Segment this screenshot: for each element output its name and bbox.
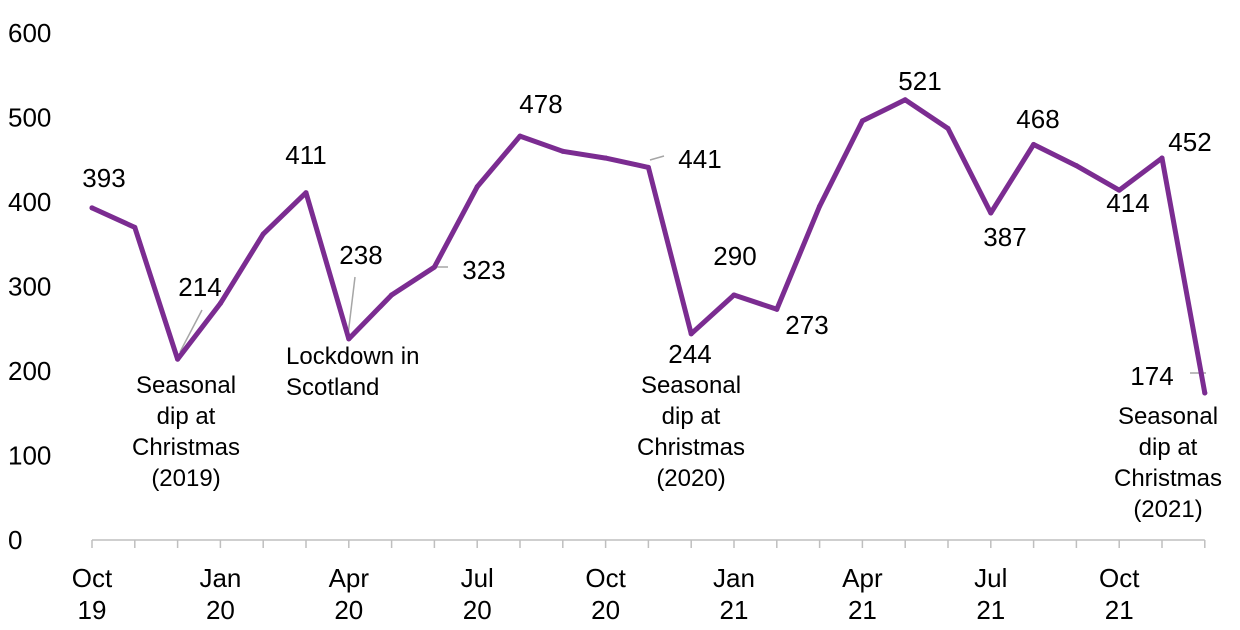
y-tick-label: 100 (8, 441, 51, 471)
leader-line (179, 309, 203, 353)
x-tick-label-year: 21 (720, 595, 749, 625)
data-point (859, 118, 865, 124)
data-point (389, 292, 395, 298)
y-tick-label: 600 (8, 18, 51, 48)
x-tick-label: Jan (199, 563, 241, 593)
data-label: 468 (1016, 104, 1059, 134)
x-tick-label-year: 21 (976, 595, 1005, 625)
data-point (517, 133, 523, 139)
series-layer (89, 97, 1208, 396)
y-tick-label: 0 (8, 525, 22, 555)
x-tick-label-year: 20 (591, 595, 620, 625)
data-point (645, 164, 651, 170)
data-point (774, 306, 780, 312)
data-label: 452 (1168, 127, 1211, 157)
annotation-line: (2021) (1133, 496, 1202, 523)
y-tick-label: 300 (8, 272, 51, 302)
x-tick-label-year: 20 (334, 595, 363, 625)
leader-line (347, 276, 356, 336)
annotation-line: Lockdown in (286, 343, 419, 370)
data-point (1073, 163, 1079, 169)
x-tick-label-year: 20 (463, 595, 492, 625)
data-point (1116, 187, 1122, 193)
annotation-line: dip at (157, 403, 216, 430)
data-label: 387 (983, 222, 1026, 252)
data-point (817, 203, 823, 209)
data-point (260, 231, 266, 237)
data-point (603, 155, 609, 161)
data-label: 478 (519, 89, 562, 119)
annotation-line: dip at (1139, 434, 1198, 461)
data-point (1031, 142, 1037, 148)
annotation-line: Seasonal (1118, 403, 1218, 430)
data-point (988, 210, 994, 216)
x-tick-label: Oct (585, 563, 626, 593)
data-label: 521 (898, 66, 941, 96)
x-axis: Oct19Jan20Apr20Jul20Oct20Jan21Apr21Jul21… (72, 539, 1206, 625)
x-tick-label: Apr (329, 563, 370, 593)
data-label: 414 (1106, 188, 1149, 218)
data-point (945, 125, 951, 131)
data-point (560, 148, 566, 154)
data-label: 174 (1130, 361, 1173, 391)
annotation-line: Christmas (132, 434, 240, 461)
data-point (1159, 155, 1165, 161)
data-label: 411 (285, 140, 326, 170)
data-point (688, 331, 694, 337)
x-tick-label-year: 21 (1105, 595, 1134, 625)
data-point (902, 97, 908, 103)
x-tick-label: Oct (72, 563, 113, 593)
data-label: 238 (339, 240, 382, 270)
annotation-line: Christmas (637, 434, 745, 461)
leader-line (649, 155, 665, 161)
data-label: 244 (668, 339, 711, 369)
annotations: Seasonal dip at Christmas (2019) Lockdown in… (132, 343, 1222, 523)
data-point (175, 356, 181, 362)
x-tick-label: Jul (974, 563, 1007, 593)
x-tick-label-year: 21 (848, 595, 877, 625)
data-point (431, 264, 437, 270)
data-point (731, 292, 737, 298)
y-axis: 0 100 200 300 400 500 600 (8, 18, 51, 555)
annotation-line: (2019) (151, 465, 220, 492)
annotation-line: Scotland (286, 374, 379, 401)
annotation-line: Seasonal (136, 372, 236, 399)
x-tick-label-year: 20 (206, 595, 235, 625)
x-tick-label-year: 19 (78, 595, 107, 625)
data-point (89, 205, 95, 211)
y-tick-label: 200 (8, 356, 51, 386)
data-point (1202, 390, 1208, 396)
annotation-line: Christmas (1114, 465, 1222, 492)
data-label: 393 (82, 163, 125, 193)
x-tick-label: Oct (1099, 563, 1140, 593)
annotation-line: Seasonal (641, 372, 741, 399)
y-tick-label: 400 (8, 187, 51, 217)
y-tick-label: 500 (8, 103, 51, 133)
data-point (474, 184, 480, 190)
data-label: 214 (178, 272, 221, 302)
data-label: 273 (785, 310, 828, 340)
annotation-line: dip at (662, 403, 721, 430)
series-line (89, 97, 1208, 396)
data-label: 290 (713, 241, 756, 271)
x-tick-label: Apr (842, 563, 883, 593)
annotation-line: (2020) (656, 465, 725, 492)
data-point (217, 300, 223, 306)
x-tick-label: Jul (461, 563, 494, 593)
data-labels: 393 214 411 238 323 478 441 244 290 273 521 387 468 4… (82, 66, 1211, 391)
data-point (132, 224, 138, 230)
data-label: 323 (462, 255, 505, 285)
data-point (346, 336, 352, 342)
data-point (303, 190, 309, 196)
x-tick-label: Jan (713, 563, 755, 593)
data-label: 441 (678, 144, 721, 174)
